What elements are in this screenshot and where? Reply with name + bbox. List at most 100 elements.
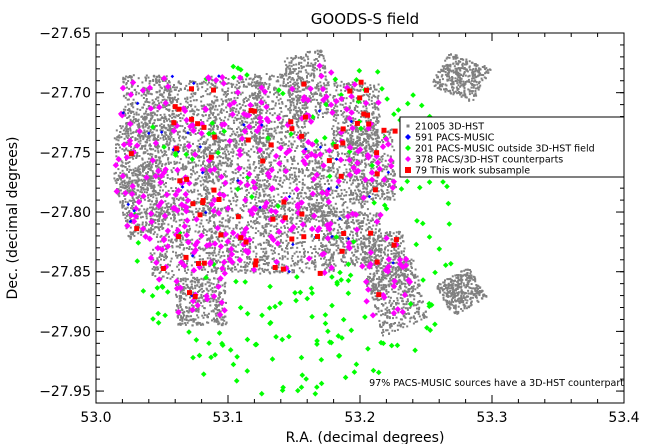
point-3dhst	[156, 145, 159, 148]
point-3dhst	[349, 189, 352, 192]
point-3dhst	[115, 150, 117, 153]
point-3dhst	[147, 167, 150, 170]
point-3dhst	[168, 143, 171, 146]
point-3dhst	[198, 175, 201, 178]
point-3dhst	[132, 106, 135, 109]
point-3dhst	[173, 217, 176, 220]
point-3dhst	[377, 140, 380, 143]
point-3dhst	[152, 80, 155, 82]
point-3dhst	[306, 76, 308, 79]
point-3dhst	[288, 76, 291, 79]
point-3dhst	[266, 168, 269, 171]
point-3dhst	[289, 101, 292, 104]
point-3dhst	[241, 104, 244, 107]
point-3dhst	[212, 152, 215, 155]
point-3dhst	[310, 181, 313, 184]
point-3dhst	[126, 183, 129, 186]
point-3dhst	[354, 141, 357, 144]
point-3dhst	[271, 114, 274, 117]
point-3dhst	[149, 179, 152, 182]
point-3dhst	[306, 86, 309, 89]
point-3dhst	[201, 176, 204, 179]
point-3dhst	[163, 150, 166, 153]
point-3dhst	[164, 218, 167, 221]
point-3dhst	[326, 98, 329, 101]
point-3dhst	[234, 99, 237, 102]
point-3dhst	[271, 74, 273, 77]
point-3dhst	[258, 132, 261, 135]
point-3dhst	[188, 82, 191, 85]
point-3dhst	[364, 130, 367, 133]
point-3dhst	[141, 125, 144, 128]
point-3dhst	[181, 236, 184, 239]
point-3dhst	[386, 195, 389, 198]
point-3dhst	[160, 212, 163, 215]
point-3dhst	[254, 73, 257, 76]
point-3dhst	[349, 209, 352, 212]
point-3dhst	[327, 81, 330, 84]
point-3dhst	[120, 181, 123, 184]
point-3dhst	[174, 116, 177, 119]
point-3dhst	[286, 147, 289, 150]
point-3dhst	[375, 140, 378, 143]
point-3dhst	[232, 83, 235, 86]
point-3dhst	[189, 206, 192, 208]
point-3dhst	[362, 94, 365, 97]
point-3dhst	[132, 233, 134, 236]
point-3dhst	[173, 213, 176, 216]
point-3dhst	[336, 171, 339, 174]
point-3dhst	[357, 159, 360, 162]
point-3dhst	[215, 271, 218, 274]
point-3dhst	[289, 106, 292, 109]
point-3dhst	[204, 185, 207, 188]
point-3dhst	[262, 143, 265, 146]
point-3dhst	[138, 213, 141, 216]
point-3dhst	[388, 184, 391, 187]
point-3dhst	[315, 145, 318, 148]
point-3dhst	[119, 125, 122, 127]
point-3dhst	[167, 161, 170, 164]
point-3dhst	[260, 168, 263, 171]
point-3dhst	[124, 166, 127, 169]
point-3dhst	[372, 144, 375, 147]
point-3dhst	[374, 134, 377, 137]
point-3dhst	[147, 180, 150, 183]
point-3dhst	[332, 133, 335, 136]
point-3dhst	[184, 165, 187, 168]
point-3dhst	[152, 266, 155, 268]
point-3dhst	[206, 274, 209, 277]
point-3dhst	[186, 123, 189, 125]
point-3dhst	[237, 134, 240, 137]
point-3dhst	[214, 105, 217, 108]
point-3dhst	[224, 92, 227, 95]
point-3dhst	[144, 212, 147, 215]
point-3dhst	[236, 131, 239, 134]
point-3dhst	[132, 116, 135, 118]
point-3dhst	[303, 135, 306, 138]
point-3dhst	[288, 140, 291, 143]
point-3dhst	[297, 106, 300, 109]
point-3dhst	[205, 194, 208, 197]
point-3dhst	[164, 254, 167, 256]
point-3dhst	[170, 238, 173, 241]
point-3dhst	[149, 168, 152, 171]
point-3dhst	[181, 238, 184, 241]
point-3dhst	[185, 156, 188, 159]
point-3dhst	[361, 182, 363, 185]
point-3dhst	[286, 131, 289, 133]
point-3dhst	[148, 82, 151, 85]
point-3dhst	[209, 109, 212, 112]
point-3dhst	[134, 139, 137, 142]
point-3dhst	[345, 175, 348, 178]
point-3dhst	[228, 157, 231, 160]
point-3dhst	[151, 115, 154, 118]
point-3dhst	[136, 85, 139, 88]
point-3dhst	[270, 135, 273, 138]
point-3dhst	[276, 146, 279, 149]
point-3dhst	[178, 219, 181, 222]
point-3dhst	[359, 175, 362, 178]
point-3dhst	[122, 76, 125, 79]
point-3dhst	[335, 89, 338, 92]
point-3dhst	[125, 159, 128, 162]
point-3dhst	[321, 217, 324, 220]
